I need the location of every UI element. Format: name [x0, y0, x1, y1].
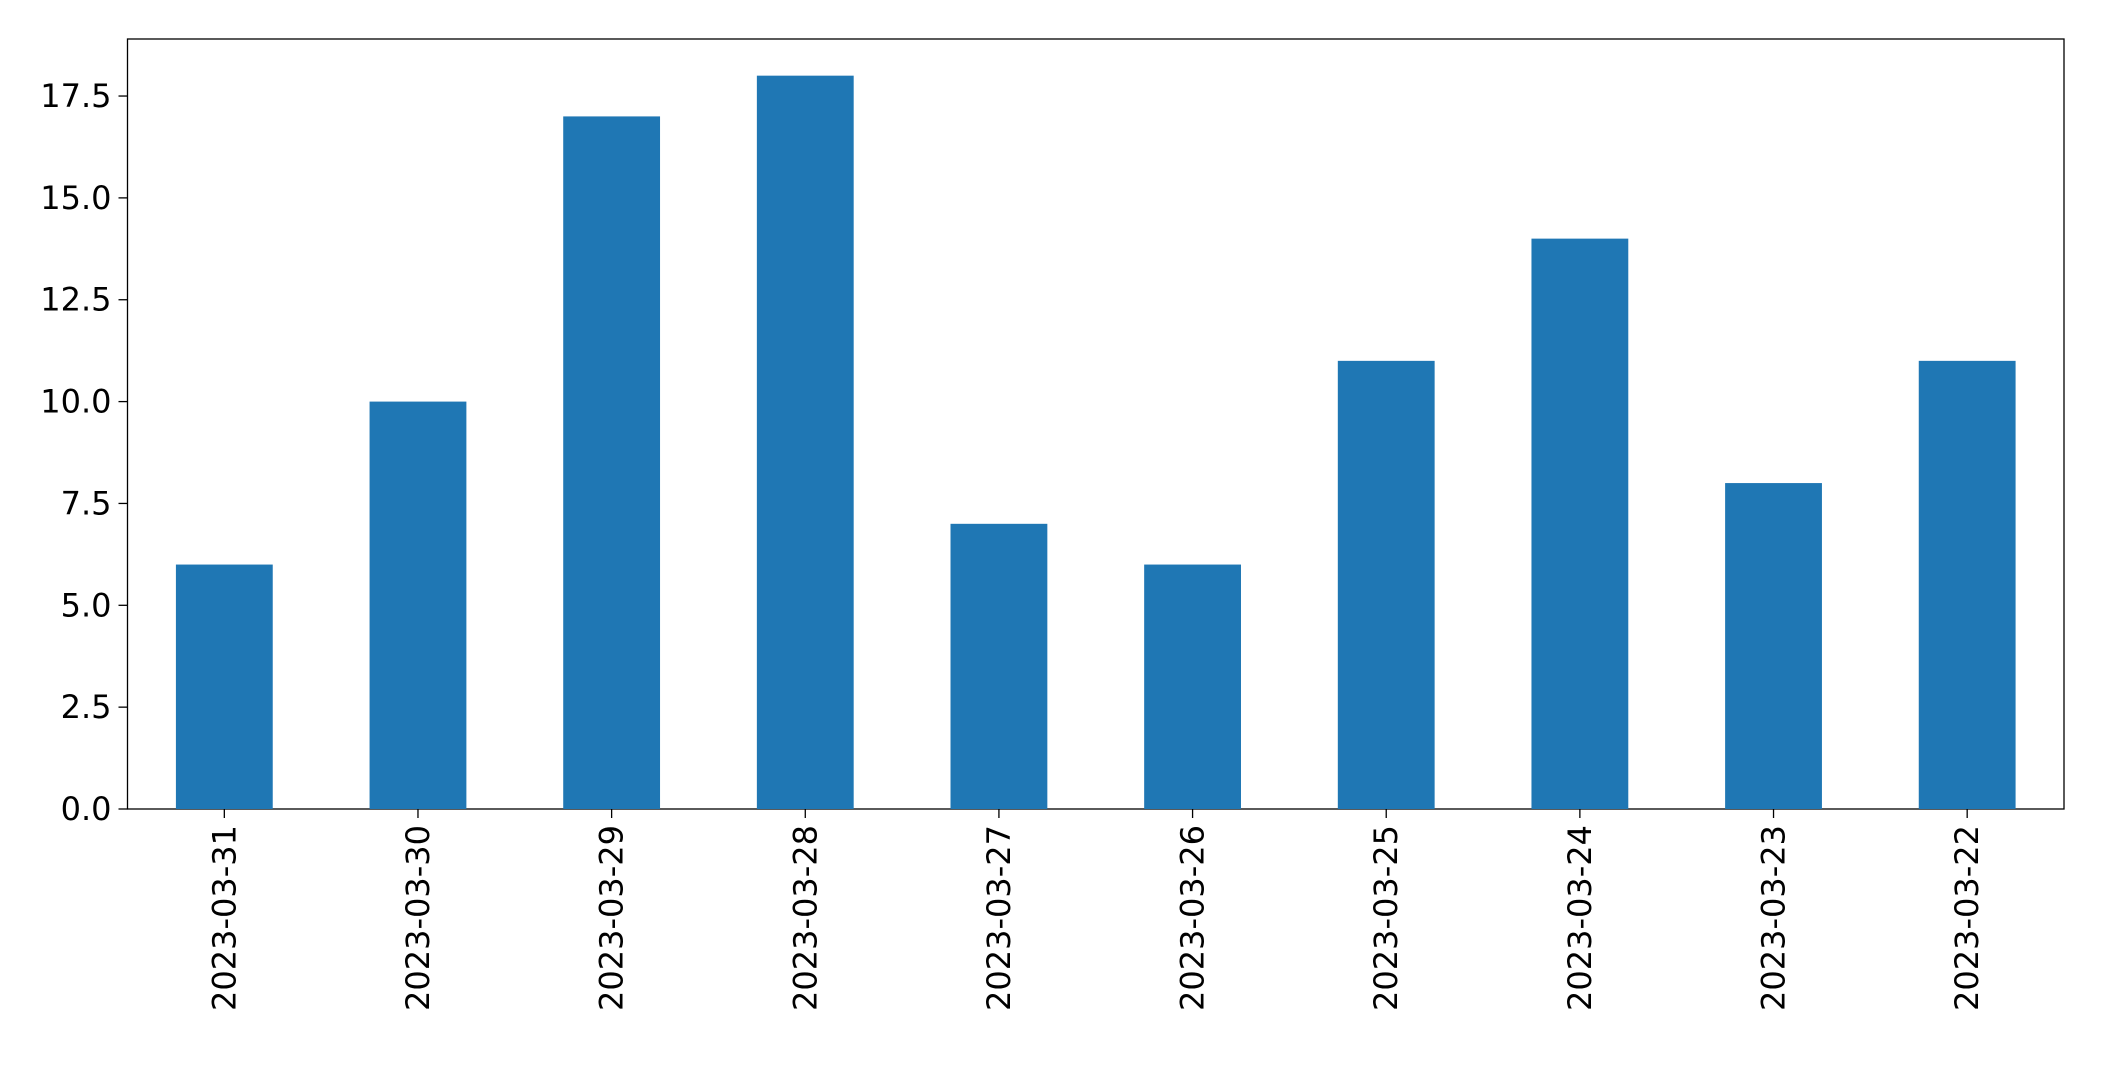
- y-tick-label: 7.5: [61, 484, 112, 522]
- bar: [756, 75, 854, 809]
- bar: [1725, 483, 1822, 809]
- y-tick-label: 0.0: [61, 790, 112, 828]
- x-tick-label: 2023-03-27: [980, 825, 1018, 1011]
- x-tick-label: 2023-03-31: [205, 825, 243, 1011]
- bar: [1531, 238, 1629, 809]
- x-tick-label: 2023-03-26: [1174, 825, 1212, 1011]
- bar: [1144, 564, 1241, 809]
- x-tick-label: 2023-03-30: [399, 825, 437, 1011]
- x-tick-label: 2023-03-28: [786, 825, 824, 1011]
- bar: [1918, 360, 2016, 809]
- x-tick-label: 2023-03-25: [1367, 825, 1405, 1011]
- x-tick-label: 2023-03-24: [1561, 825, 1599, 1011]
- y-tick-label: 15.0: [40, 179, 111, 217]
- y-tick-label: 10.0: [40, 383, 111, 421]
- plot-frame: [126, 38, 2065, 810]
- bar: [950, 523, 1048, 809]
- y-tick-label: 2.5: [61, 688, 112, 726]
- bar: [369, 401, 467, 809]
- bar: [563, 116, 661, 809]
- x-tick-label: 2023-03-29: [593, 825, 631, 1011]
- y-tick-label: 12.5: [40, 281, 111, 319]
- x-tick-label: 2023-03-23: [1755, 825, 1793, 1011]
- x-tick-label: 2023-03-22: [1948, 825, 1986, 1011]
- bar: [175, 564, 273, 809]
- y-tick-label: 5.0: [61, 586, 112, 624]
- y-tick-label: 17.5: [40, 77, 111, 115]
- bar: [1337, 360, 1435, 809]
